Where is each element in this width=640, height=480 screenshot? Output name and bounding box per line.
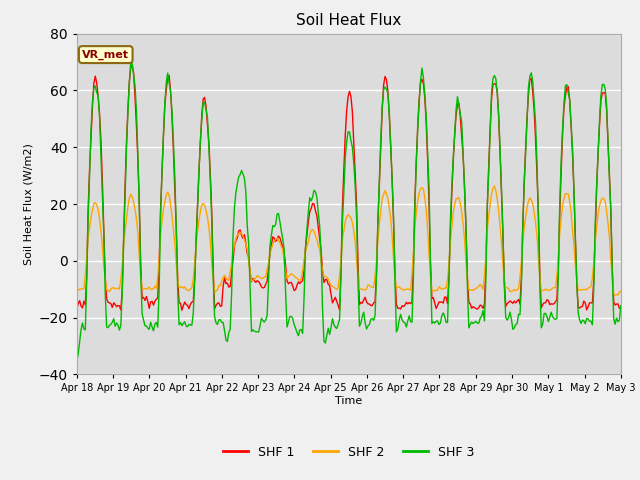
SHF 2 [108,285,116,291]
SHF 2 [353,258,360,264]
Line: SHF 3: SHF 3 [77,61,621,360]
SHF 2 [73,287,81,293]
SHF 3 [127,58,134,64]
SHF 1 [617,305,625,311]
SHF 2 [543,287,551,293]
SHF 2 [617,288,625,294]
Y-axis label: Soil Heat Flux (W/m2): Soil Heat Flux (W/m2) [23,143,33,265]
SHF 2 [611,292,619,298]
SHF 1 [73,305,81,311]
SHF 1 [356,302,364,308]
Text: VR_met: VR_met [82,49,129,60]
SHF 3 [462,225,470,230]
X-axis label: Time: Time [335,396,362,406]
SHF 1 [178,307,186,313]
SHF 1 [92,73,99,79]
SHF 2 [461,237,468,243]
SHF 3 [92,83,99,89]
SHF 3 [108,320,116,325]
SHF 3 [543,314,551,320]
SHF 3 [354,280,362,286]
SHF 1 [616,305,623,311]
SHF 3 [614,319,622,324]
Line: SHF 1: SHF 1 [77,65,621,310]
SHF 1 [545,298,552,303]
SHF 1 [108,304,116,310]
Line: SHF 2: SHF 2 [77,186,621,295]
Title: Soil Heat Flux: Soil Heat Flux [296,13,401,28]
SHF 2 [616,289,623,295]
SHF 2 [490,183,498,189]
SHF 1 [463,274,471,280]
SHF 3 [73,357,81,363]
SHF 2 [92,200,99,205]
Legend: SHF 1, SHF 2, SHF 3: SHF 1, SHF 2, SHF 3 [218,441,479,464]
SHF 1 [129,62,136,68]
SHF 3 [617,303,625,309]
